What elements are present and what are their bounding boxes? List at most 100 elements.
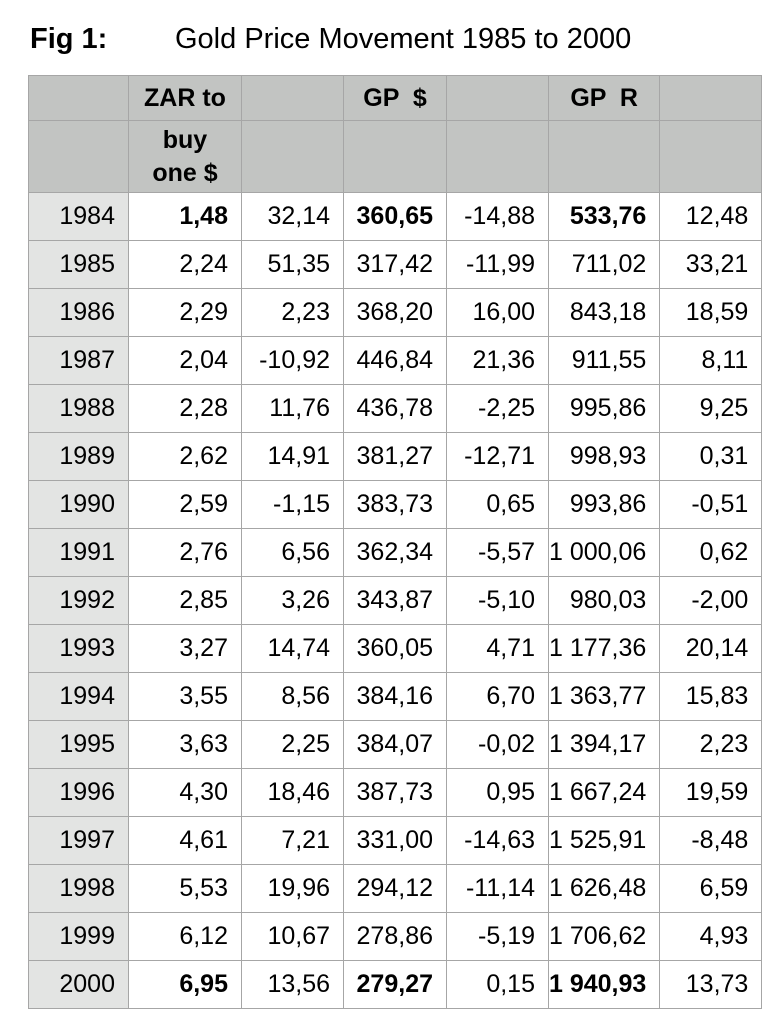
value-cell: 2,62: [128, 432, 242, 481]
value-cell: 0,95: [446, 768, 549, 817]
value-cell: 2,28: [128, 384, 242, 433]
value-cell: -12,71: [446, 432, 549, 481]
value-cell: 2,23: [659, 720, 763, 769]
value-cell: 1 940,93: [547, 960, 661, 1009]
value-cell: 18,59: [659, 288, 763, 337]
value-cell: 13,56: [241, 960, 344, 1009]
header-cell-year: [28, 75, 129, 121]
year-cell: 1990: [28, 480, 129, 529]
table-row: 1987 2,04 -10,92 446,84 21,36 911,55 8,11: [28, 336, 763, 385]
value-cell: 2,25: [241, 720, 344, 769]
value-cell: 1,48: [128, 192, 242, 241]
value-cell: 4,30: [128, 768, 242, 817]
value-cell: 381,27: [343, 432, 447, 481]
table-row: 1991 2,76 6,56 362,34 -5,57 1 000,06 0,62: [28, 528, 763, 577]
year-cell: 1999: [28, 912, 129, 961]
value-cell: 2,85: [128, 576, 242, 625]
value-cell: 51,35: [241, 240, 344, 289]
value-cell: -8,48: [659, 816, 763, 865]
value-cell: -5,10: [446, 576, 549, 625]
year-cell: 1993: [28, 624, 129, 673]
value-cell: 6,70: [446, 672, 549, 721]
year-cell: 1989: [28, 432, 129, 481]
value-cell: 2,24: [128, 240, 242, 289]
value-cell: 13,73: [659, 960, 763, 1009]
value-cell: 19,96: [241, 864, 344, 913]
value-cell: 19,59: [659, 768, 763, 817]
value-cell: 1 363,77: [547, 672, 661, 721]
value-cell: -0,02: [446, 720, 549, 769]
header-cell-buy-one-dollar: buy one $: [128, 120, 242, 193]
header-cell-zar-change: [241, 75, 344, 121]
year-cell: 1998: [28, 864, 129, 913]
table-row: 1990 2,59 -1,15 383,73 0,65 993,86 -0,51: [28, 480, 763, 529]
table-row: 1992 2,85 3,26 343,87 -5,10 980,03 -2,00: [28, 576, 763, 625]
value-cell: 343,87: [343, 576, 447, 625]
table-row: 1997 4,61 7,21 331,00 -14,63 1 525,91 -8,48: [28, 816, 763, 865]
value-cell: -10,92: [241, 336, 344, 385]
value-cell: 383,73: [343, 480, 447, 529]
table-row: 1989 2,62 14,91 381,27 -12,71 998,93 0,31: [28, 432, 763, 481]
value-cell: 9,25: [659, 384, 763, 433]
value-cell: -14,88: [446, 192, 549, 241]
value-cell: 1 706,62: [547, 912, 661, 961]
table-row: 1988 2,28 11,76 436,78 -2,25 995,86 9,25: [28, 384, 763, 433]
value-cell: 1 525,91: [547, 816, 661, 865]
value-cell: 2,29: [128, 288, 242, 337]
value-cell: -11,14: [446, 864, 549, 913]
value-cell: -14,63: [446, 816, 549, 865]
year-cell: 1994: [28, 672, 129, 721]
value-cell: 3,63: [128, 720, 242, 769]
table-row: 1998 5,53 19,96 294,12 -11,14 1 626,48 6,59: [28, 864, 763, 913]
year-cell: 1992: [28, 576, 129, 625]
header-cell-empty: [547, 120, 661, 193]
header-row-1: ZAR to GP $ GP R: [28, 75, 763, 121]
year-cell: 1997: [28, 816, 129, 865]
table-row: 1985 2,24 51,35 317,42 -11,99 711,02 33,21: [28, 240, 763, 289]
value-cell: 843,18: [547, 288, 661, 337]
value-cell: 1 667,24: [547, 768, 661, 817]
value-cell: 4,93: [659, 912, 763, 961]
value-cell: 5,53: [128, 864, 242, 913]
value-cell: 4,61: [128, 816, 242, 865]
header-cell-empty: [343, 120, 447, 193]
value-cell: 10,67: [241, 912, 344, 961]
table-row: 1995 3,63 2,25 384,07 -0,02 1 394,17 2,23: [28, 720, 763, 769]
value-cell: 2,23: [241, 288, 344, 337]
value-cell: 998,93: [547, 432, 661, 481]
value-cell: 1 177,36: [547, 624, 661, 673]
year-cell: 1988: [28, 384, 129, 433]
table-row: 1986 2,29 2,23 368,20 16,00 843,18 18,59: [28, 288, 763, 337]
table-row: 1993 3,27 14,74 360,05 4,71 1 177,36 20,14: [28, 624, 763, 673]
value-cell: 8,56: [241, 672, 344, 721]
value-cell: 6,12: [128, 912, 242, 961]
value-cell: 294,12: [343, 864, 447, 913]
value-cell: 387,73: [343, 768, 447, 817]
value-cell: 18,46: [241, 768, 344, 817]
value-cell: 436,78: [343, 384, 447, 433]
table-body: 1984 1,48 32,14 360,65 -14,88 533,76 12,48 1985…: [28, 192, 763, 1009]
value-cell: -5,19: [446, 912, 549, 961]
value-cell: 362,34: [343, 528, 447, 577]
header-cell-empty: [446, 120, 549, 193]
value-cell: 7,21: [241, 816, 344, 865]
value-cell: 384,07: [343, 720, 447, 769]
value-cell: 6,56: [241, 528, 344, 577]
value-cell: 6,95: [128, 960, 242, 1009]
value-cell: 16,00: [446, 288, 549, 337]
value-cell: 0,62: [659, 528, 763, 577]
value-cell: 0,15: [446, 960, 549, 1009]
value-cell: 3,27: [128, 624, 242, 673]
value-cell: 14,91: [241, 432, 344, 481]
table-row: 1984 1,48 32,14 360,65 -14,88 533,76 12,48: [28, 192, 763, 241]
value-cell: -0,51: [659, 480, 763, 529]
value-cell: -1,15: [241, 480, 344, 529]
value-cell: 331,00: [343, 816, 447, 865]
value-cell: 993,86: [547, 480, 661, 529]
year-cell: 2000: [28, 960, 129, 1009]
value-cell: 360,65: [343, 192, 447, 241]
value-cell: 6,59: [659, 864, 763, 913]
value-cell: 1 000,06: [547, 528, 661, 577]
value-cell: 2,76: [128, 528, 242, 577]
table-row: 1994 3,55 8,56 384,16 6,70 1 363,77 15,83: [28, 672, 763, 721]
